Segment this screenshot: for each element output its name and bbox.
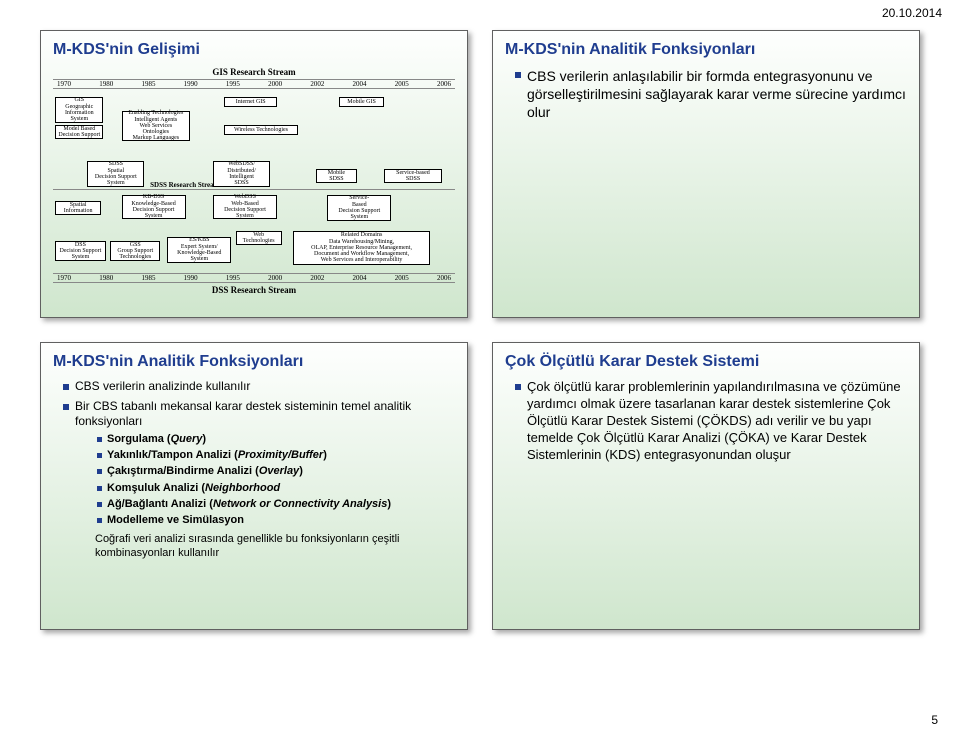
sdss-stream-label: SDSS Research Stream [150,181,219,189]
gis-dss-diagram: GIS Research Stream 1970 1980 1985 1990 1995… [53,67,455,307]
diagram-box-rel: Related Domains Data Warehousing/Mining,… [293,231,430,265]
year-tick: 2005 [395,274,409,282]
diagram-box-wsdss: WebSDSS/ Distributed/ Intelligent SDSS [213,161,270,187]
year-tick: 1995 [226,274,240,282]
timeline-bottom: 1970 1980 1985 1990 1995 2000 2002 2004 2005 2006 [53,273,455,283]
stream-divider [53,189,455,190]
diagram-box-spinf: Spatial Information [55,201,101,215]
diagram-box-eskbs: ES/KBS Expert System/ Knowledge-Based Sy… [167,237,231,263]
diagram-box-webt: Web Technologies [236,231,282,245]
year-tick: 2000 [268,274,282,282]
slide-2: M-KDS'nin Analitik Fonksiyonları CBS ver… [492,30,920,318]
diagram-box-kbdss: KB-DSS Knowledge-Based Decision Support … [122,195,186,219]
timeline-top: 1970 1980 1985 1990 1995 2000 2002 2004 2005 2006 [53,79,455,89]
diagram-top-title: GIS Research Stream [53,67,455,77]
diagram-box-sdss: SDSS Spatial Decision Support System [87,161,144,187]
slide3-bullet-1: CBS verilerin analizinde kullanılır [63,379,455,395]
year-tick: 1995 [226,80,240,88]
slide3-sub-5: Modelleme ve Simülasyon [97,513,455,527]
slide3-bullets: CBS verilerin analizinde kullanılır Bir … [53,379,455,560]
year-tick: 1985 [141,274,155,282]
year-tick: 1970 [57,80,71,88]
year-tick: 1970 [57,274,71,282]
slide2-bullet-1: CBS verilerin anlaşılabilir bir formda e… [515,67,907,122]
diagram-box-sbsdss: Service-based SDSS [384,169,441,183]
diagram-box-gss: GSS Group Support Technologies [110,241,160,261]
slide3-sub-0: Sorgulama (Query) [97,432,455,446]
slide3-sub-4: Ağ/Bağlantı Analizi (Network or Connecti… [97,497,455,511]
year-tick: 1980 [99,274,113,282]
year-tick: 1980 [99,80,113,88]
slide-4: Çok Ölçütlü Karar Destek Sistemi Çok ölç… [492,342,920,630]
slide2-bullets: CBS verilerin anlaşılabilir bir formda e… [505,67,907,122]
diagram-box-igis: Internet GIS [224,97,277,107]
diagram-bottom-title: DSS Research Stream [53,285,455,295]
slide4-bullets: Çok ölçütlü karar problemlerinin yapılan… [505,379,907,463]
year-tick: 2006 [437,80,451,88]
year-tick: 2005 [395,80,409,88]
diagram-box-msdss: Mobile SDSS [316,169,357,183]
slide3-bullet-2: Bir CBS tabanlı mekansal karar destek si… [63,399,455,561]
year-tick: 2002 [310,274,324,282]
slide3-sub-1: Yakınlık/Tampon Analizi (Proximity/Buffe… [97,448,455,462]
diagram-box-mbds: Model Based Decision Support [55,125,103,139]
year-tick: 1990 [184,80,198,88]
slide3-sublist: Sorgulama (Query) Yakınlık/Tampon Analizi… [75,432,455,528]
slide-3: M-KDS'nin Analitik Fonksiyonları CBS ver… [40,342,468,630]
year-tick: 2000 [268,80,282,88]
year-tick: 1985 [141,80,155,88]
page-number: 5 [931,713,938,727]
slide3-title: M-KDS'nin Analitik Fonksiyonları [53,353,455,371]
diagram-box-wtech: Wireless Technologies [224,125,297,135]
diagram-box-enab: Enabling Technologies Intelligent Agents… [122,111,191,141]
year-tick: 2004 [353,80,367,88]
slide2-title: M-KDS'nin Analitik Fonksiyonları [505,41,907,59]
year-tick: 1990 [184,274,198,282]
year-tick: 2002 [310,80,324,88]
slide-1: M-KDS'nin Gelişimi GIS Research Stream 1… [40,30,468,318]
slide4-bullet-1: Çok ölçütlü karar problemlerinin yapılan… [515,379,907,463]
slide3-trail: Coğrafi veri analizi sırasında genellikl… [95,532,455,561]
year-tick: 2004 [353,274,367,282]
slide4-title: Çok Ölçütlü Karar Destek Sistemi [505,353,907,371]
diagram-box-gis: GIS Geographic Information System [55,97,103,123]
year-tick: 2006 [437,274,451,282]
page-date: 20.10.2014 [882,6,942,20]
diagram-box-sbdss: Service- Based Decision Support System [327,195,391,221]
slide3-sub-3: Komşuluk Analizi (Neighborhood [97,481,455,495]
slides-grid: M-KDS'nin Gelişimi GIS Research Stream 1… [40,30,920,630]
slide3-bullet-2-text: Bir CBS tabanlı mekansal karar destek si… [75,399,411,429]
slide3-sub-2: Çakıştırma/Bindirme Analizi (Overlay) [97,464,455,478]
diagram-box-mgis: Mobile GIS [339,97,385,107]
slide1-title: M-KDS'nin Gelişimi [53,41,455,59]
diagram-body: SDSS Research Stream GIS Geographic Info… [53,91,455,271]
diagram-box-webdss: WebDSS Web-Based Decision Support System [213,195,277,219]
diagram-box-dss: DSS Decision Support System [55,241,105,261]
